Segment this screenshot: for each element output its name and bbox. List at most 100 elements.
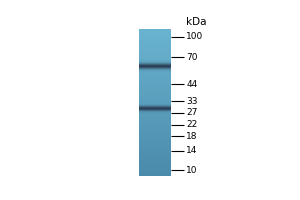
Bar xyxy=(139,154,171,156)
Text: 33: 33 xyxy=(186,97,198,106)
Bar xyxy=(139,38,171,40)
Bar xyxy=(139,29,171,30)
Bar xyxy=(139,65,171,66)
Bar xyxy=(139,119,171,121)
Bar xyxy=(139,64,171,66)
Text: 18: 18 xyxy=(186,132,198,141)
Bar xyxy=(139,67,171,69)
Bar xyxy=(139,97,171,99)
Bar xyxy=(139,152,171,154)
Bar xyxy=(139,140,171,141)
Bar xyxy=(139,128,171,130)
Bar xyxy=(139,123,171,125)
Bar xyxy=(139,43,171,45)
Bar xyxy=(139,95,171,97)
Bar xyxy=(139,106,171,108)
Bar xyxy=(139,90,171,91)
Bar xyxy=(139,109,171,110)
Bar xyxy=(139,158,171,160)
Bar xyxy=(139,164,171,165)
Bar xyxy=(139,134,171,136)
Text: 100: 100 xyxy=(186,32,203,41)
Bar xyxy=(139,175,171,176)
Bar xyxy=(139,47,171,49)
Text: 14: 14 xyxy=(186,146,198,155)
Bar xyxy=(139,77,171,79)
Text: 27: 27 xyxy=(186,108,198,117)
Text: 44: 44 xyxy=(186,80,197,89)
Bar xyxy=(139,63,171,64)
Bar xyxy=(139,132,171,134)
Bar xyxy=(139,149,171,151)
Bar xyxy=(139,114,171,115)
Bar xyxy=(139,145,171,147)
Bar xyxy=(139,108,171,110)
Bar xyxy=(139,56,171,58)
Bar xyxy=(139,45,171,47)
Bar xyxy=(139,70,171,71)
Bar xyxy=(139,112,171,114)
Bar xyxy=(139,160,171,162)
Bar xyxy=(139,66,171,67)
Bar xyxy=(139,112,171,113)
Bar xyxy=(139,147,171,149)
Bar xyxy=(139,173,171,175)
Bar xyxy=(139,130,171,132)
Bar xyxy=(139,71,171,73)
Bar xyxy=(139,156,171,158)
Text: 10: 10 xyxy=(186,166,198,175)
Bar xyxy=(139,165,171,167)
Bar xyxy=(139,71,171,72)
Bar xyxy=(139,84,171,86)
Bar xyxy=(139,67,171,68)
Bar xyxy=(139,169,171,171)
Bar xyxy=(139,66,171,67)
Bar xyxy=(139,69,171,71)
Bar xyxy=(139,103,171,104)
Bar xyxy=(139,49,171,51)
Bar xyxy=(139,75,171,77)
Text: 70: 70 xyxy=(186,53,198,62)
Bar xyxy=(139,60,171,62)
Bar xyxy=(139,101,171,103)
Bar xyxy=(139,64,171,65)
Bar xyxy=(139,110,171,111)
Bar xyxy=(139,42,171,43)
Bar xyxy=(139,104,171,106)
Bar xyxy=(139,53,171,54)
Bar xyxy=(139,117,171,119)
Bar xyxy=(139,51,171,53)
Bar xyxy=(139,113,171,114)
Bar xyxy=(139,162,171,164)
Bar xyxy=(139,99,171,101)
Bar xyxy=(139,34,171,36)
Bar xyxy=(139,141,171,143)
Bar xyxy=(139,138,171,140)
Bar xyxy=(139,110,171,112)
Bar xyxy=(139,108,171,109)
Text: kDa: kDa xyxy=(186,17,207,27)
Bar xyxy=(139,105,171,106)
Bar xyxy=(139,121,171,123)
Bar xyxy=(139,106,171,107)
Bar xyxy=(139,111,171,112)
Bar xyxy=(139,88,171,90)
Bar xyxy=(139,60,171,61)
Bar xyxy=(139,40,171,42)
Bar xyxy=(139,30,171,32)
Bar xyxy=(139,80,171,82)
Bar xyxy=(139,79,171,80)
Bar xyxy=(139,171,171,173)
Bar xyxy=(139,36,171,38)
Bar xyxy=(139,167,171,169)
Bar xyxy=(139,127,171,128)
Bar xyxy=(139,86,171,88)
Text: 22: 22 xyxy=(186,120,197,129)
Bar xyxy=(139,73,171,75)
Bar xyxy=(139,54,171,56)
Bar xyxy=(139,136,171,138)
Bar xyxy=(139,103,171,104)
Bar xyxy=(139,62,171,63)
Bar xyxy=(139,115,171,117)
Bar xyxy=(139,91,171,93)
